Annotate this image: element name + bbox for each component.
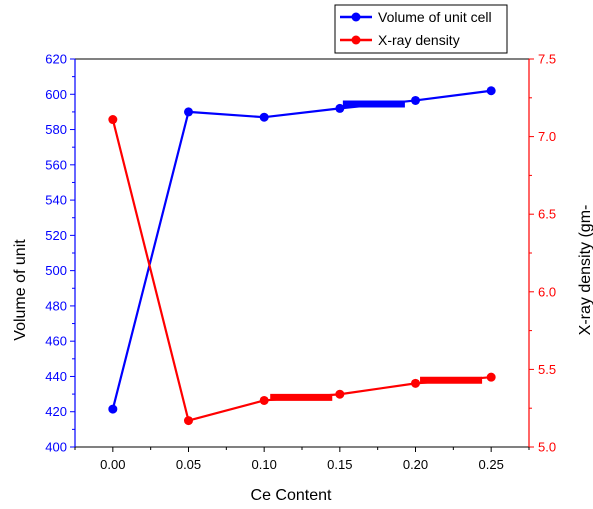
left-tick-label: 560: [45, 157, 67, 172]
left-axis-title: Volume of unit: [12, 239, 29, 341]
x-tick-label: 0.05: [176, 457, 201, 472]
left-tick-label: 460: [45, 334, 67, 349]
data-point: [486, 86, 496, 96]
left-tick-label: 540: [45, 193, 67, 208]
left-tick-label: 480: [45, 298, 67, 313]
data-point: [108, 115, 118, 125]
left-axis-ticks: 400 420 440 460 480 500 520 540 560 580 600 620: [45, 52, 75, 455]
data-point: [259, 395, 269, 405]
right-axis-ticks: 5.0 5.5 6.0 6.5 7.0 7.5: [529, 52, 556, 455]
series-layer: [108, 86, 496, 426]
x-tick-label: 0.10: [252, 457, 277, 472]
x-tick-label: 0.15: [327, 457, 352, 472]
left-tick-label: 620: [45, 52, 67, 67]
legend-box: [334, 4, 508, 54]
right-tick-label: 6.0: [538, 284, 556, 299]
left-tick-label: 520: [45, 228, 67, 243]
left-tick-label: 440: [45, 369, 67, 384]
right-tick-label: 7.5: [538, 52, 556, 67]
x-tick-label: 0.00: [100, 457, 125, 472]
legend-marker-volume: [351, 12, 361, 22]
right-tick-label: 6.5: [538, 207, 556, 222]
data-point: [259, 112, 269, 122]
x-axis-title: Ce Content: [251, 487, 332, 504]
legend-label-volume: Volume of unit cell: [378, 9, 492, 25]
right-tick-label: 5.5: [538, 362, 556, 377]
legend-label-density: X-ray density: [378, 32, 460, 48]
series-density: [108, 115, 496, 426]
data-point: [486, 372, 496, 382]
data-point: [411, 95, 420, 105]
series-volume: [108, 86, 496, 414]
x-axis-ticks: 0.00 0.05 0.10 0.15 0.20 0.25: [74, 447, 530, 472]
left-tick-label: 600: [45, 87, 67, 102]
series-line: [111, 89, 492, 410]
legend-marker-density: [351, 35, 361, 45]
left-tick-label: 420: [45, 404, 67, 419]
left-tick-label: 500: [45, 263, 67, 278]
data-point: [184, 416, 193, 426]
right-tick-label: 5.0: [538, 440, 556, 455]
series-line: [111, 119, 492, 422]
left-tick-label: 580: [45, 122, 67, 137]
right-axis-title: X-ray density (gm-: [577, 205, 593, 336]
axes: [74, 58, 530, 448]
data-point: [184, 107, 193, 117]
data-point: [335, 103, 345, 113]
right-tick-label: 7.0: [538, 129, 556, 144]
left-tick-label: 400: [45, 440, 67, 455]
x-tick-label: 0.20: [403, 457, 428, 472]
legend: Volume of unit cell X-ray density: [334, 4, 508, 54]
data-point: [108, 404, 118, 414]
data-point: [411, 378, 420, 388]
x-tick-label: 0.25: [479, 457, 504, 472]
data-point: [335, 389, 345, 399]
